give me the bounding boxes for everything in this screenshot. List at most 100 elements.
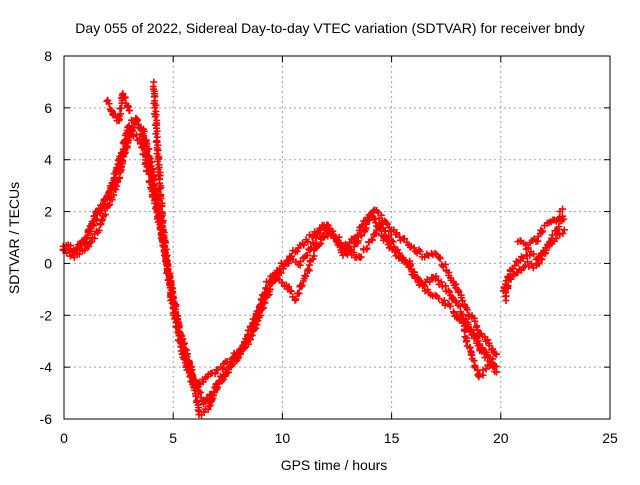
data-point [158,211,166,219]
data-point [228,361,236,369]
data-point [471,317,479,325]
data-point [383,237,391,245]
data-point [237,350,245,358]
data-point [101,211,109,219]
data-point [358,232,366,240]
series-sat-track-g [103,90,134,125]
data-point [444,287,452,295]
data-point [132,131,140,139]
data-point [274,271,282,279]
data-point [154,157,162,165]
data-point [95,226,103,234]
data-point [436,255,444,263]
data-point [492,363,500,371]
data-point [152,130,160,138]
data-point [555,214,563,222]
data-point [139,144,147,152]
data-point [455,287,463,295]
data-point [377,224,385,232]
y-tick-label: 6 [44,100,52,116]
data-point [146,184,154,192]
data-point [140,150,148,158]
data-point [287,287,295,295]
data-point [410,244,418,252]
y-tick-label: -4 [40,359,53,375]
data-point [146,154,154,162]
data-point [485,341,493,349]
data-point [285,259,293,267]
data-point [153,190,161,198]
data-point [125,136,133,144]
x-tick-label: 25 [602,430,618,446]
data-point [476,340,484,348]
data-point [310,240,318,248]
data-point [440,296,448,304]
data-point [92,215,100,223]
data-point [331,234,339,242]
data-point [158,202,166,210]
data-point [211,370,219,378]
data-point [304,238,312,246]
data-point [205,403,213,411]
data-point [560,215,568,223]
tick-layer: 0 5 10 15 20 25 -6 -4 -2 0 2 4 6 8 [40,48,618,446]
data-point [145,145,153,153]
data-point [157,195,165,203]
data-point [560,226,568,234]
data-point [368,236,376,244]
y-tick-label: -6 [40,411,53,427]
data-point [149,83,157,91]
data-point [437,278,445,286]
data-point [432,272,440,280]
data-point [153,207,161,215]
data-point [457,315,465,323]
data-point [81,246,89,254]
data-point [535,259,543,267]
data-point [320,233,328,241]
data-point [424,286,432,294]
data-point [151,113,159,121]
data-point [446,288,454,296]
data-point [476,370,484,378]
data-point [559,205,567,213]
data-point [377,211,385,219]
data-point [132,118,140,126]
data-point [105,188,113,196]
data-point [419,282,427,290]
data-point [493,350,501,358]
data-point [458,311,466,319]
data-point [164,260,172,268]
data-point [530,250,538,258]
data-point [183,352,191,360]
data-point [267,280,275,288]
data-point [548,231,556,239]
data-point [117,158,125,166]
data-point [344,250,352,258]
data-point [307,245,315,253]
data-point [145,178,153,186]
data-point [342,249,350,257]
data-point [382,219,390,227]
data-point [400,235,408,243]
series-sat-track-c [59,128,500,419]
data-point [108,106,116,114]
data-point [142,159,150,167]
data-point [519,254,527,262]
data-point [76,244,84,252]
x-tick-label: 0 [60,430,68,446]
data-point [277,269,285,277]
data-point [255,308,263,316]
data-point [263,286,271,294]
data-point [559,229,567,237]
data-point [365,216,373,224]
y-tick-label: 2 [44,204,52,220]
data-point [85,243,93,251]
data-point [420,281,428,289]
data-point [302,272,310,280]
data-point [285,283,293,291]
data-point [179,335,187,343]
data-point [362,220,370,228]
data-point [105,100,113,108]
